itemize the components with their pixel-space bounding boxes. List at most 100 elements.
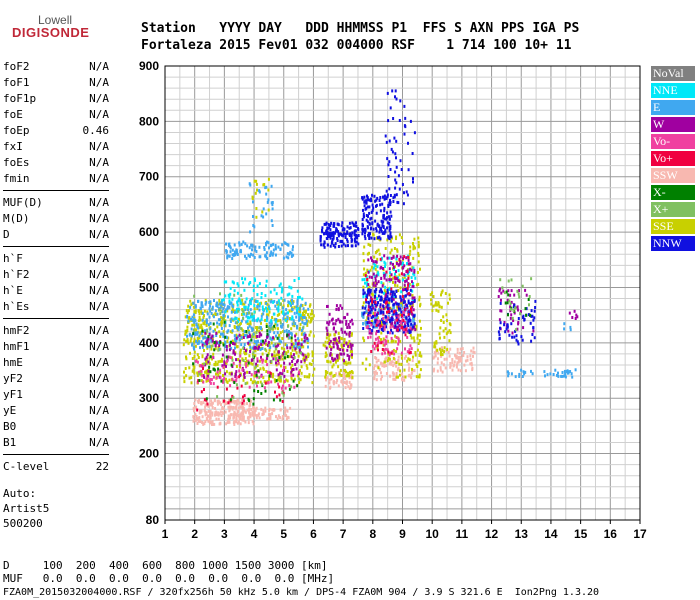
data-point xyxy=(275,379,278,383)
data-point xyxy=(210,339,213,343)
data-point xyxy=(264,318,267,322)
data-point xyxy=(205,371,208,375)
data-point xyxy=(390,256,393,260)
data-point xyxy=(251,195,254,199)
data-point xyxy=(375,274,378,278)
data-point xyxy=(385,335,388,339)
data-point xyxy=(397,276,400,280)
data-point xyxy=(350,370,353,373)
data-point xyxy=(198,336,201,340)
data-point xyxy=(291,298,293,302)
data-point xyxy=(504,330,507,334)
data-point xyxy=(407,283,410,287)
data-point xyxy=(412,247,415,251)
data-point xyxy=(326,371,329,375)
data-point xyxy=(348,380,351,384)
data-point xyxy=(194,419,197,423)
data-point xyxy=(407,362,410,366)
data-point xyxy=(232,413,235,417)
data-point xyxy=(328,231,331,235)
data-point xyxy=(198,370,201,374)
data-point xyxy=(348,345,351,349)
data-point xyxy=(390,248,393,252)
data-point xyxy=(391,331,394,335)
data-point xyxy=(328,312,331,316)
data-point xyxy=(195,339,198,343)
data-point xyxy=(243,288,246,292)
data-point xyxy=(228,302,231,306)
data-point xyxy=(306,341,309,344)
data-point xyxy=(371,344,374,348)
data-point xyxy=(288,252,291,256)
data-point xyxy=(499,321,502,325)
data-point xyxy=(251,362,254,366)
data-point xyxy=(387,288,390,292)
data-point xyxy=(346,353,349,357)
parameter-value: N/A xyxy=(89,108,109,121)
data-point xyxy=(242,378,245,382)
data-point xyxy=(283,298,286,302)
data-point xyxy=(247,410,250,414)
data-point xyxy=(265,243,268,247)
data-point xyxy=(243,302,246,306)
data-point xyxy=(464,359,467,363)
data-point xyxy=(200,303,203,307)
data-point xyxy=(326,321,329,325)
data-point xyxy=(418,339,421,343)
data-point xyxy=(412,256,415,260)
data-point xyxy=(433,341,436,345)
data-point xyxy=(367,305,370,308)
data-point xyxy=(272,336,275,340)
data-point xyxy=(235,405,238,409)
data-point xyxy=(340,327,343,331)
legend-item: NNE xyxy=(651,83,695,98)
data-point xyxy=(269,415,272,419)
data-point xyxy=(341,345,344,349)
data-point xyxy=(288,285,291,289)
x-tick-label: 14 xyxy=(544,527,558,541)
data-point xyxy=(220,403,222,407)
data-point xyxy=(525,293,528,297)
data-point xyxy=(215,372,217,376)
data-point xyxy=(245,362,248,366)
data-point xyxy=(390,214,393,218)
data-point xyxy=(279,248,282,251)
data-point xyxy=(403,275,406,279)
data-point xyxy=(302,340,305,344)
data-point xyxy=(335,339,338,343)
data-point xyxy=(565,370,568,373)
data-point xyxy=(280,324,282,328)
data-point xyxy=(416,333,419,337)
data-point xyxy=(238,375,241,379)
data-point xyxy=(332,345,335,349)
data-point xyxy=(387,307,389,311)
data-point xyxy=(238,323,241,326)
data-point xyxy=(388,139,391,143)
data-point xyxy=(187,341,190,345)
data-point xyxy=(385,364,388,368)
data-point xyxy=(336,356,339,360)
data-point xyxy=(351,355,353,359)
data-point xyxy=(378,324,381,327)
data-point xyxy=(243,394,246,398)
data-point xyxy=(195,405,198,409)
data-point xyxy=(569,370,572,373)
parameter-row: foF2 N/A xyxy=(3,59,109,75)
data-point xyxy=(345,322,348,326)
data-point xyxy=(267,298,270,302)
data-point xyxy=(206,358,209,362)
y-tick-label: 80 xyxy=(146,513,160,527)
data-point xyxy=(226,256,229,260)
data-point xyxy=(222,307,225,311)
data-point xyxy=(194,344,197,348)
data-point xyxy=(256,357,259,361)
data-point xyxy=(185,355,187,359)
data-point xyxy=(376,336,379,340)
data-point xyxy=(382,267,384,270)
data-point xyxy=(278,341,281,345)
data-point xyxy=(259,367,262,371)
data-point xyxy=(277,309,280,313)
data-point xyxy=(300,303,303,307)
data-point xyxy=(258,334,261,338)
data-point xyxy=(255,370,258,374)
